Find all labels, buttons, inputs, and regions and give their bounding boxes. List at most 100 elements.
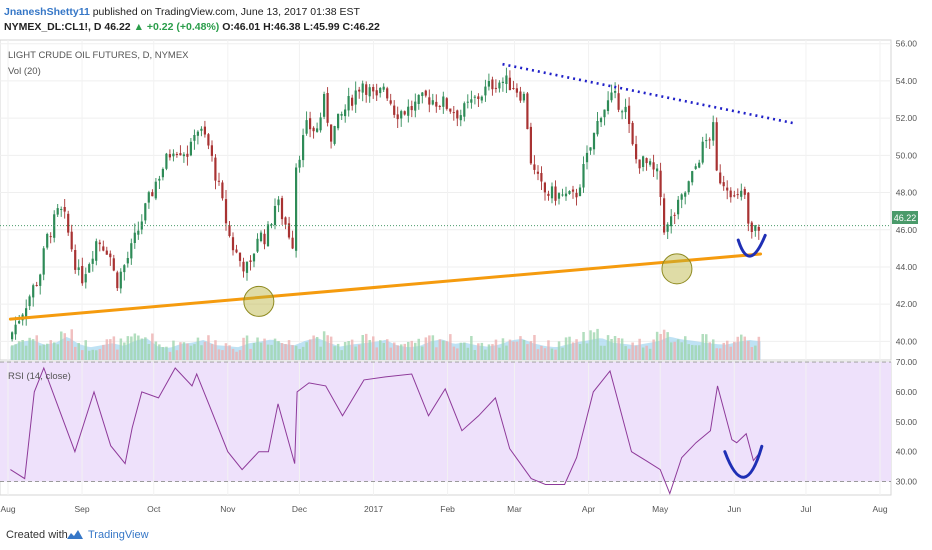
open-value: O:46.01 (222, 21, 261, 33)
symbol-line: NYMEX_DL:CL1!, D 46.22 ▲ +0.22 (+0.48%) … (4, 21, 380, 33)
volume-bar (207, 335, 210, 360)
volume-bar (655, 331, 659, 360)
volume-bar (182, 342, 186, 360)
candle-body (389, 100, 392, 104)
candle-body (649, 161, 652, 165)
candle-body (677, 199, 680, 215)
volume-bar (154, 341, 158, 360)
volume-bar (77, 343, 80, 360)
volume-bar (284, 344, 287, 360)
volume-bar (161, 347, 165, 360)
candle-body (491, 79, 494, 90)
candle-body (673, 214, 676, 216)
volume-bar (350, 339, 354, 360)
last-price: 46.22 (104, 21, 131, 33)
candle-body (161, 169, 164, 178)
candle-body (508, 77, 511, 91)
volume-bar (687, 344, 690, 360)
candle-body (670, 216, 673, 227)
volume-bar (67, 341, 70, 360)
volume-bar (21, 340, 24, 360)
candle-body (400, 111, 403, 119)
volume-bar (231, 348, 235, 360)
volume-bar (151, 333, 154, 360)
volume-bar (326, 335, 329, 360)
candle-body (42, 248, 45, 275)
candle-body (575, 192, 578, 198)
candle-body (515, 88, 518, 93)
candle-body (252, 253, 256, 262)
last-price-tag (892, 211, 918, 224)
volume-bar (123, 342, 126, 360)
candle-body (203, 126, 206, 135)
volume-bar (582, 332, 585, 360)
tradingview-brand[interactable]: TradingView (88, 529, 149, 541)
time-tick-label: Feb (440, 504, 455, 514)
candle-body (529, 126, 532, 164)
candle-body (11, 332, 14, 340)
chart-canvas[interactable]: 40.00 42.00 44.00 46.00 48.00 50.00 52.00 54.00… (0, 0, 932, 521)
candle-body (470, 99, 473, 103)
volume-bar (315, 337, 319, 360)
candle-body (480, 96, 483, 101)
volume-bar (575, 339, 578, 360)
volume-bar (28, 337, 31, 360)
volume-bar (81, 350, 84, 360)
volume-bar (31, 339, 35, 360)
candle-body (231, 237, 235, 251)
volume-bar (585, 343, 589, 360)
volume-bar (652, 339, 655, 360)
volume-bar (592, 332, 596, 360)
volume-bar (329, 336, 333, 360)
volume-bar (210, 343, 214, 360)
resistance-trendline[interactable] (502, 62, 797, 125)
symbol-label: NYMEX_DL:CL1!, D (4, 21, 102, 33)
volume-bar (252, 343, 256, 360)
volume-bar (130, 336, 133, 360)
candle-body (249, 260, 252, 262)
candle-body (287, 223, 291, 238)
volume-bar (287, 340, 291, 360)
candle-body (621, 111, 624, 113)
rsi-line (10, 366, 761, 495)
candle-body (368, 87, 371, 97)
candle-body (435, 101, 438, 107)
support-trendline[interactable] (8, 252, 763, 321)
candle-body (442, 96, 445, 107)
volume-bar (712, 339, 715, 360)
publisher-username[interactable]: JnaneshShetty11 (4, 6, 90, 18)
volume-bar (743, 336, 746, 360)
price-change: +0.22 (+0.48%) (146, 21, 220, 33)
candle-body (628, 105, 631, 124)
candle-body (740, 190, 743, 197)
volume-bar (382, 343, 385, 360)
candle-body (165, 153, 168, 169)
volume-bar (410, 340, 413, 360)
volume-bar (74, 346, 77, 360)
candle-body (224, 199, 228, 224)
candle-body (603, 109, 606, 118)
candle-body (84, 274, 87, 283)
candle-body (449, 108, 452, 112)
candle-body (656, 168, 659, 172)
candle-body (133, 232, 136, 243)
volume-bar (224, 343, 228, 360)
volume-bar (421, 346, 424, 360)
candle-body (501, 81, 504, 83)
candle-body (200, 128, 203, 131)
volume-bar (414, 342, 417, 360)
price-tick-label: 56.00 (896, 39, 918, 49)
volume-bar (49, 340, 52, 360)
volume-bar (14, 344, 17, 360)
candle-body (540, 173, 543, 182)
candle-body (754, 225, 757, 231)
candle-body (32, 285, 35, 298)
volume-bar (228, 345, 231, 360)
volume-bar (105, 339, 109, 360)
candle-body (652, 162, 655, 170)
volume-bar (186, 343, 189, 360)
candle-body (631, 122, 634, 145)
chart-title: LIGHT CRUDE OIL FUTURES, D, NYMEX (8, 50, 189, 61)
candle-body (487, 81, 490, 87)
candle-body (561, 194, 564, 196)
